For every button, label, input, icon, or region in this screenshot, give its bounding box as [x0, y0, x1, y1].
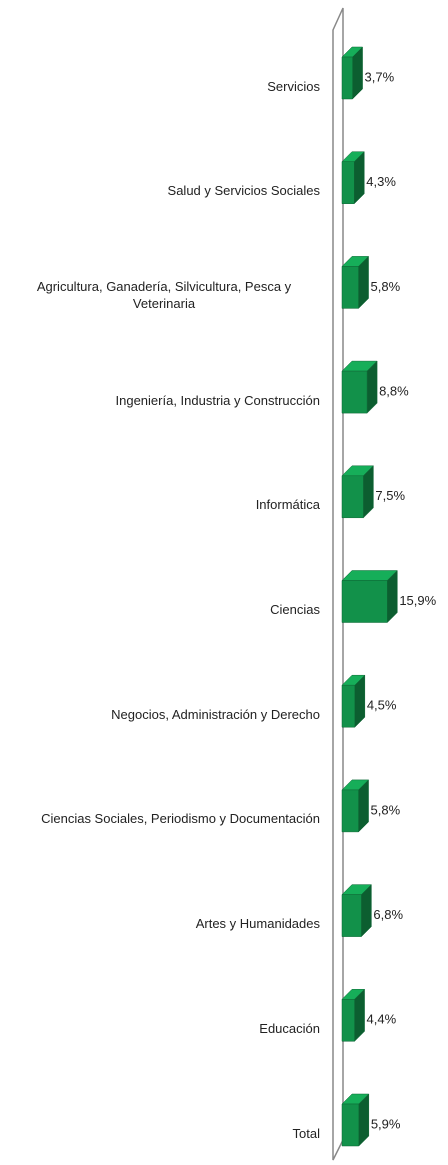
bar: [341, 255, 370, 310]
value-label: 4,3%: [366, 174, 396, 189]
value-label: 5,8%: [371, 279, 401, 294]
category-text: Informática: [255, 497, 320, 513]
bar: [341, 1093, 370, 1147]
value-label: 7,5%: [375, 488, 405, 503]
bar-front: [341, 1103, 360, 1147]
bar: [341, 569, 398, 624]
category-label: Ingeniería, Industria y Construcción: [0, 392, 321, 409]
value-label: 3,7%: [365, 69, 395, 84]
bar-front: [341, 999, 355, 1042]
axis-wall: [332, 7, 344, 1161]
category-text: Salud y Servicios Sociales: [167, 183, 320, 199]
bar-front: [341, 580, 388, 623]
category-label: Ciencias: [0, 601, 320, 618]
category-label: Artes y Humanidades: [0, 915, 320, 932]
category-label: Ciencias Sociales, Periodismo y Document…: [0, 810, 320, 827]
bar: [341, 883, 372, 938]
value-label: 5,8%: [371, 802, 401, 817]
value-label: 4,5%: [367, 698, 397, 713]
category-text: Ciencias Sociales, Periodismo y Document…: [41, 811, 320, 827]
value-label: 15,9%: [399, 593, 436, 608]
bar: [341, 988, 366, 1042]
category-label: Agricultura, Ganadería, Silvicultura, Pe…: [0, 278, 320, 312]
bar-front: [341, 370, 368, 414]
category-text: Educación: [259, 1020, 320, 1036]
bar-front: [341, 684, 356, 728]
value-label: 4,4%: [367, 1012, 397, 1027]
category-label: Servicios: [0, 78, 320, 95]
bar-front: [341, 266, 359, 309]
category-label: Salud y Servicios Sociales: [0, 182, 320, 199]
category-label: Educación: [0, 1020, 320, 1037]
bar: [341, 151, 365, 205]
category-text: Servicios: [267, 78, 320, 94]
bar-front: [341, 894, 362, 937]
value-label: 8,8%: [379, 384, 409, 399]
category-text: Ingeniería, Industria y Construcción: [115, 392, 321, 408]
bar-front: [341, 789, 359, 833]
bar: [341, 46, 364, 100]
category-label: Informática: [0, 496, 320, 513]
bar-front: [341, 161, 355, 204]
value-label: 6,8%: [373, 907, 403, 922]
bar: [341, 779, 370, 833]
category-text: Ciencias: [270, 602, 320, 617]
category-label: Total: [0, 1125, 320, 1142]
bar: [341, 465, 374, 519]
category-text: Artes y Humanidades: [195, 916, 320, 932]
bar: [341, 674, 366, 728]
category-text: Agricultura, Ganadería, Silvicultura, Pe…: [36, 279, 292, 312]
bar-front: [341, 475, 364, 519]
bar: [341, 360, 378, 414]
bar-front: [341, 56, 353, 100]
category-text: Total: [292, 1125, 320, 1141]
category-text: Negocios, Administración y Derecho: [111, 706, 320, 722]
category-label: Negocios, Administración y Derecho: [0, 706, 320, 723]
value-label: 5,9%: [371, 1116, 401, 1131]
